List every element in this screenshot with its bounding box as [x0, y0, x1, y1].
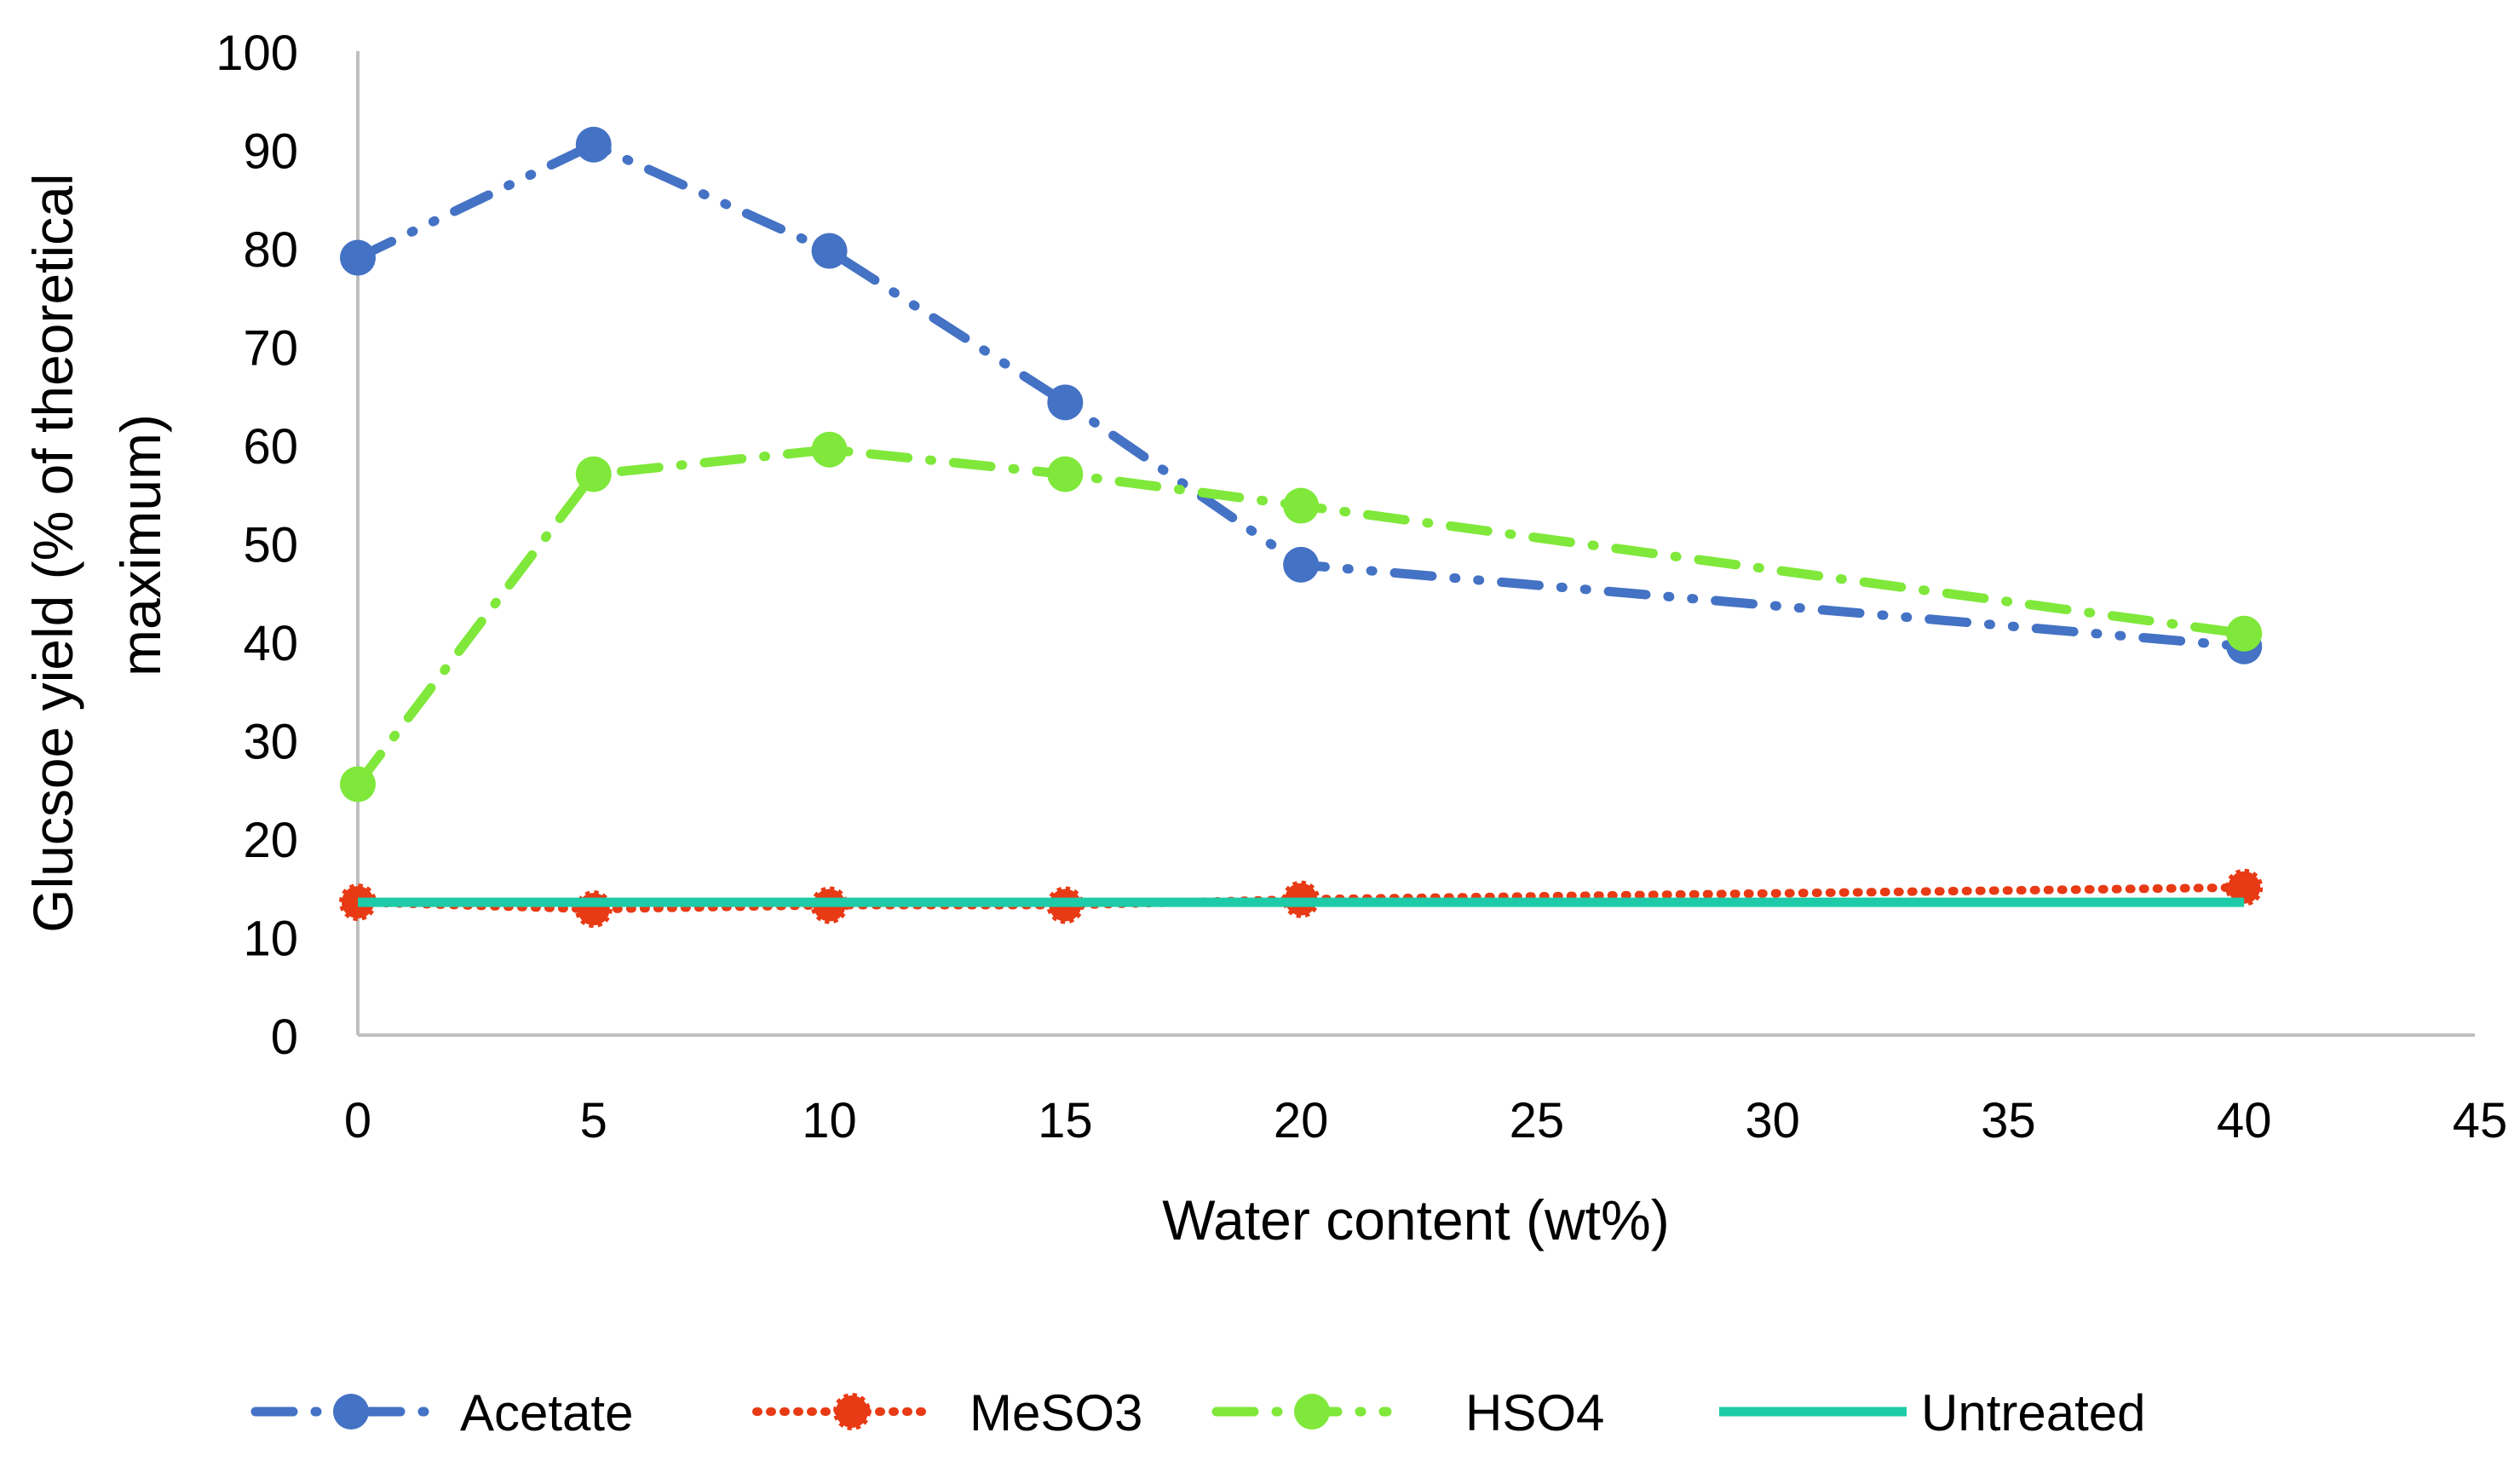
- data-point-acetate: [1047, 384, 1084, 421]
- y-axis-title-line-2: maximum): [109, 414, 172, 676]
- legend-item-hso4: HSO4: [1211, 1384, 1604, 1441]
- series-line-acetate: [353, 140, 2249, 652]
- y-tick-label: 20: [243, 813, 298, 868]
- x-tick-label: 35: [1981, 1093, 2036, 1148]
- data-point-hso4: [340, 766, 376, 803]
- series-layer: [339, 126, 2264, 929]
- y-tick-label: 50: [243, 518, 298, 573]
- x-tick-label: 15: [1038, 1093, 1093, 1148]
- legend-label-untreated: Untreated: [1921, 1384, 2146, 1441]
- x-tick-label: 5: [580, 1093, 607, 1148]
- x-tick-label: 30: [1745, 1093, 1800, 1148]
- legend-label-acetate: Acetate: [460, 1384, 633, 1441]
- y-tick-labels: 0 10 20 30 40 50 60 70 80 90 100: [216, 26, 298, 1065]
- x-tick-label: 40: [2217, 1093, 2272, 1148]
- y-tick-label: 60: [243, 419, 298, 475]
- data-point-acetate: [340, 239, 376, 276]
- y-tick-label: 90: [243, 124, 298, 180]
- x-tick-label: 0: [344, 1093, 371, 1148]
- data-point-hso4: [575, 456, 612, 492]
- x-tick-label: 25: [1510, 1093, 1565, 1148]
- data-point-hso4: [1047, 456, 1084, 492]
- legend-item-acetate: Acetate: [250, 1384, 633, 1441]
- legend-marker-acetate: [333, 1394, 369, 1430]
- y-tick-label: 30: [243, 715, 298, 770]
- axes: [356, 51, 2475, 1037]
- y-axis-title: Glucsoe yield (% of theoretical maximum): [21, 158, 172, 933]
- y-tick-label: 0: [271, 1010, 298, 1065]
- legend-item-untreated: Untreated: [1719, 1384, 2146, 1441]
- data-point-hso4: [811, 431, 848, 468]
- data-point-hso4: [2226, 615, 2263, 652]
- series-hso4: [340, 431, 2263, 803]
- x-tick-label: 45: [2453, 1093, 2508, 1148]
- series-acetate: [340, 126, 2263, 664]
- legend-label-meso3: MeSO3: [969, 1384, 1142, 1441]
- legend-label-hso4: HSO4: [1465, 1384, 1604, 1441]
- legend-marker-hso4: [1294, 1394, 1330, 1430]
- legend: Acetate MeSO3 HSO4 Untreated: [250, 1384, 2146, 1441]
- data-point-hso4: [1283, 487, 1320, 524]
- legend-marker-meso3: [833, 1393, 871, 1430]
- y-tick-label: 80: [243, 222, 298, 278]
- x-tick-label: 20: [1274, 1093, 1329, 1148]
- data-point-meso3: [2225, 868, 2264, 906]
- series-line-hso4: [353, 445, 2249, 789]
- x-tick-label: 10: [802, 1093, 857, 1148]
- y-axis-title-line-1: Glucsoe yield (% of theoretical: [21, 173, 84, 932]
- data-point-acetate: [811, 233, 848, 269]
- x-axis-title: Water content (wt%): [1162, 1188, 1669, 1251]
- x-tick-labels: 0 5 10 15 20 25 30 35 40 45: [344, 1093, 2507, 1148]
- y-tick-label: 10: [243, 912, 298, 967]
- legend-item-meso3: MeSO3: [752, 1384, 1142, 1441]
- data-point-acetate: [575, 126, 612, 163]
- y-tick-label: 40: [243, 616, 298, 671]
- data-point-acetate: [1283, 546, 1320, 583]
- y-tick-label: 70: [243, 321, 298, 377]
- y-tick-label: 100: [216, 26, 298, 81]
